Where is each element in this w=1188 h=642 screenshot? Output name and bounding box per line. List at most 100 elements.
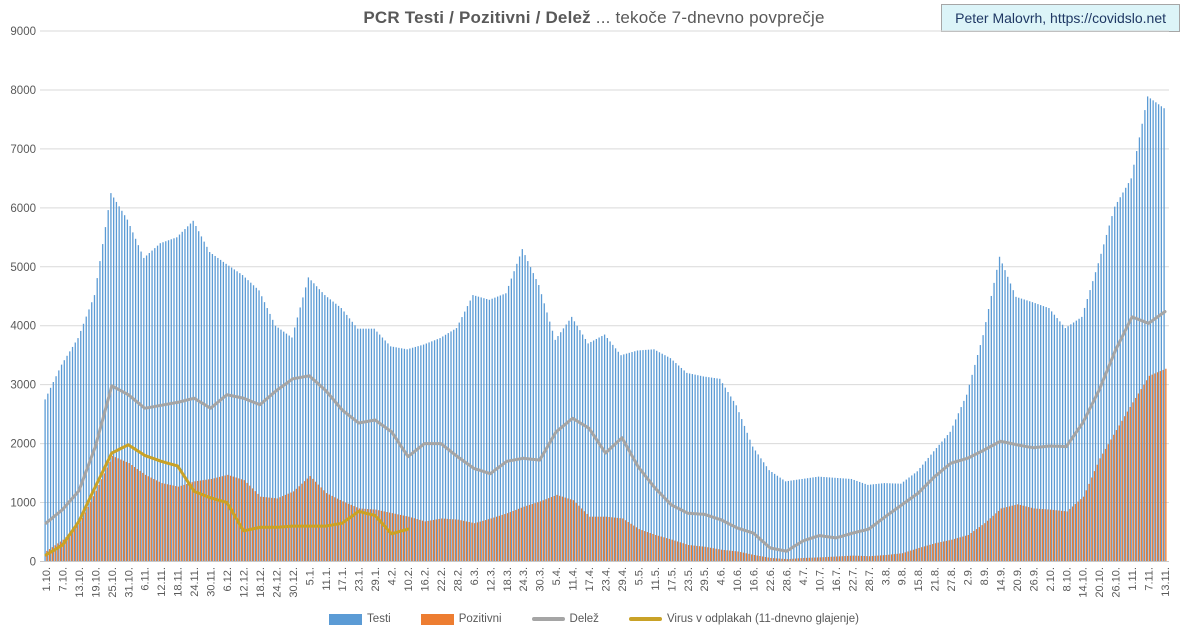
svg-text:23.1.: 23.1. [354, 567, 366, 591]
pozitivni-bars [46, 368, 1167, 562]
svg-text:11.5.: 11.5. [650, 567, 662, 591]
svg-text:30.11.: 30.11. [206, 567, 218, 597]
svg-text:4.7.: 4.7. [798, 567, 810, 585]
svg-text:12.12.: 12.12. [238, 567, 250, 598]
svg-text:16.7.: 16.7. [831, 567, 843, 591]
svg-text:5.4.: 5.4. [551, 567, 563, 585]
svg-text:4.6.: 4.6. [716, 567, 728, 585]
svg-text:5000: 5000 [10, 262, 36, 274]
delez-swatch-icon [531, 617, 565, 621]
svg-text:28.2.: 28.2. [452, 567, 464, 591]
svg-text:5.5.: 5.5. [633, 567, 645, 585]
svg-text:9000: 9000 [10, 26, 36, 38]
svg-text:28.6.: 28.6. [782, 567, 794, 591]
svg-text:4.2.: 4.2. [387, 567, 399, 585]
svg-text:6.11.: 6.11. [140, 567, 152, 591]
svg-text:12.3.: 12.3. [485, 567, 497, 591]
author-badge-text: Peter Malovrh, https://covidslo.net [955, 10, 1166, 26]
svg-text:10.7.: 10.7. [814, 567, 826, 591]
svg-text:25.10.: 25.10. [107, 567, 119, 598]
svg-text:18.12.: 18.12. [255, 567, 267, 598]
svg-text:18.11.: 18.11. [173, 567, 185, 597]
svg-text:6.12.: 6.12. [222, 567, 234, 591]
svg-text:14.10.: 14.10. [1078, 567, 1090, 598]
svg-text:5.1.: 5.1. [304, 567, 316, 585]
svg-text:4000: 4000 [10, 321, 36, 333]
svg-text:20.10.: 20.10. [1094, 567, 1106, 598]
chart-title-subtitle: ... tekoče 7-dnevno povprečje [590, 8, 825, 27]
svg-text:26.9.: 26.9. [1028, 567, 1040, 591]
svg-text:13.10.: 13.10. [74, 567, 86, 598]
svg-text:29.1.: 29.1. [370, 567, 382, 591]
svg-text:17.4.: 17.4. [584, 567, 596, 591]
virus-line [44, 443, 410, 557]
svg-text:11.4.: 11.4. [568, 567, 580, 591]
svg-text:10.6.: 10.6. [732, 567, 744, 591]
pozitivni-swatch-icon [420, 613, 454, 625]
author-badge: Peter Malovrh, https://covidslo.net [941, 4, 1180, 32]
svg-text:0: 0 [30, 557, 36, 569]
svg-text:22.7.: 22.7. [847, 567, 859, 591]
svg-text:30.12.: 30.12. [288, 567, 300, 598]
svg-text:7000: 7000 [10, 144, 36, 156]
virus-swatch-icon [628, 617, 662, 621]
svg-text:8.9.: 8.9. [979, 567, 991, 585]
chart-title-main: PCR Testi / Pozitivni / Delež [363, 8, 591, 27]
svg-text:8000: 8000 [10, 85, 36, 97]
svg-text:3.8.: 3.8. [880, 567, 892, 585]
y-axis-labels: 0 1000 2000 3000 4000 5000 6000 7000 8000 9000 [10, 26, 36, 569]
testi-swatch-icon [329, 613, 363, 625]
legend-item-delez: Delež [531, 613, 599, 625]
svg-text:29.5.: 29.5. [699, 567, 711, 591]
svg-text:15.8.: 15.8. [913, 567, 925, 591]
svg-text:9.8.: 9.8. [897, 567, 909, 585]
svg-text:8.10.: 8.10. [1061, 567, 1073, 591]
svg-text:28.7.: 28.7. [864, 567, 876, 591]
svg-text:27.8.: 27.8. [946, 567, 958, 591]
svg-text:17.1.: 17.1. [337, 567, 349, 591]
svg-text:23.5.: 23.5. [683, 567, 695, 591]
svg-text:24.3.: 24.3. [518, 567, 530, 591]
svg-text:2000: 2000 [10, 439, 36, 451]
svg-text:19.10.: 19.10. [90, 567, 102, 598]
svg-text:24.12.: 24.12. [271, 567, 283, 598]
svg-text:22.6.: 22.6. [765, 567, 777, 591]
svg-text:2.9.: 2.9. [963, 567, 975, 585]
x-axis-labels: 1.10. 7.10. 13.10. 19.10. 25.10. 31.10. 6.11. 1… [41, 567, 1172, 598]
svg-text:26.10.: 26.10. [1111, 567, 1123, 598]
svg-text:16.6.: 16.6. [749, 567, 761, 591]
svg-text:1.10.: 1.10. [41, 567, 53, 591]
testi-bars [44, 96, 1165, 562]
svg-text:31.10.: 31.10. [123, 567, 135, 598]
svg-text:2.10.: 2.10. [1045, 567, 1057, 591]
svg-text:23.4.: 23.4. [601, 567, 613, 591]
svg-text:1.11.: 1.11. [1127, 567, 1139, 591]
legend-label-pozitivni: Pozitivni [458, 613, 502, 625]
svg-text:12.11.: 12.11. [156, 567, 168, 597]
svg-text:6000: 6000 [10, 203, 36, 215]
svg-text:1000: 1000 [10, 498, 36, 510]
chart-legend: Testi Pozitivni Delež Virus v odplakah (… [0, 613, 1188, 625]
svg-text:20.9.: 20.9. [1012, 567, 1024, 591]
svg-text:14.9.: 14.9. [995, 567, 1007, 591]
delež-line [44, 310, 1167, 553]
svg-text:16.2.: 16.2. [419, 567, 431, 591]
svg-text:22.2.: 22.2. [436, 567, 448, 591]
legend-item-virus: Virus v odplakah (11-dnevno glajenje) [628, 613, 859, 625]
svg-text:13.11.: 13.11. [1160, 567, 1172, 597]
legend-label-delez: Delež [569, 613, 599, 625]
legend-item-pozitivni: Pozitivni [420, 613, 502, 625]
svg-text:17.5.: 17.5. [666, 567, 678, 591]
svg-text:3000: 3000 [10, 380, 36, 392]
legend-item-testi: Testi [329, 613, 391, 625]
svg-text:7.10.: 7.10. [57, 567, 69, 591]
svg-text:10.2.: 10.2. [403, 567, 415, 591]
legend-label-testi: Testi [367, 613, 391, 625]
chart-title: PCR Testi / Pozitivni / Delež ... tekoče… [0, 8, 1188, 28]
svg-text:7.11.: 7.11. [1144, 567, 1156, 591]
svg-text:30.3.: 30.3. [535, 567, 547, 591]
svg-text:11.1.: 11.1. [321, 567, 333, 591]
svg-text:6.3.: 6.3. [469, 567, 481, 585]
